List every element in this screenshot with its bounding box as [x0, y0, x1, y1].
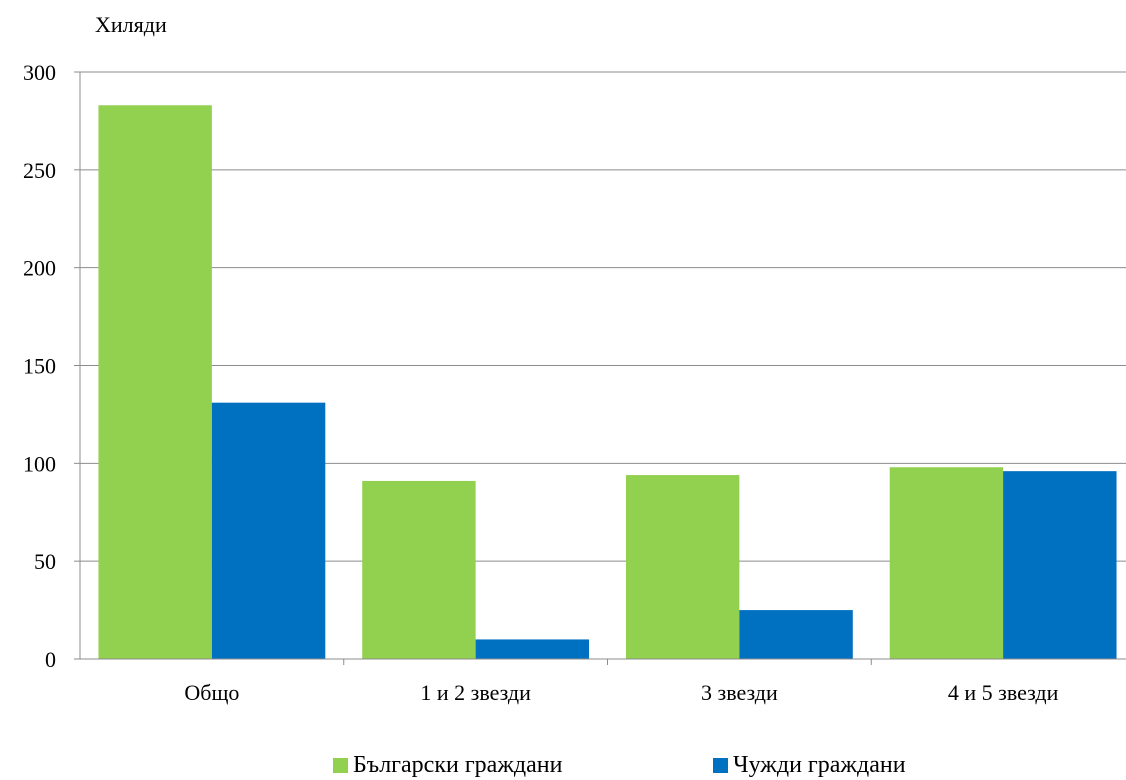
- bar-0-2: [625, 475, 740, 659]
- y-tick-label: 300: [23, 60, 56, 85]
- y-axis-unit-label: Хиляди: [95, 12, 167, 37]
- legend-swatch-bulgarian: [333, 758, 348, 773]
- y-tick-label: 250: [23, 158, 56, 183]
- legend-swatch-foreign: [713, 758, 728, 773]
- bar-1-2: [739, 610, 853, 659]
- bar-1-0: [211, 402, 326, 659]
- bar-1-3: [1003, 471, 1117, 659]
- bar-0-1: [362, 480, 476, 659]
- x-tick-label: 1 и 2 звезди: [420, 680, 531, 705]
- x-tick-label: 3 звезди: [701, 680, 778, 705]
- bar-0-3: [889, 467, 1004, 659]
- legend-item-bulgarian: Български граждани: [333, 752, 562, 779]
- y-tick-label: 150: [23, 354, 56, 379]
- y-tick-label: 200: [23, 256, 56, 281]
- legend-item-foreign: Чужди граждани: [713, 752, 906, 779]
- y-tick-label: 50: [34, 549, 56, 574]
- bar-0-0: [98, 105, 212, 660]
- x-tick-label: 4 и 5 звезди: [948, 680, 1059, 705]
- bar-1-1: [475, 639, 590, 659]
- x-tick-label: Общо: [184, 680, 239, 705]
- y-tick-label: 0: [45, 647, 56, 672]
- legend: Български граждани Чужди граждани: [0, 752, 1126, 780]
- bar-chart: 0 50 100 150 200 250 300 Общо 1 и 2 звезди 3 звез…: [23, 60, 1126, 705]
- legend-label-bulgarian: Български граждани: [353, 752, 563, 778]
- y-tick-label: 100: [23, 451, 56, 476]
- legend-label-foreign: Чужди граждани: [733, 752, 906, 778]
